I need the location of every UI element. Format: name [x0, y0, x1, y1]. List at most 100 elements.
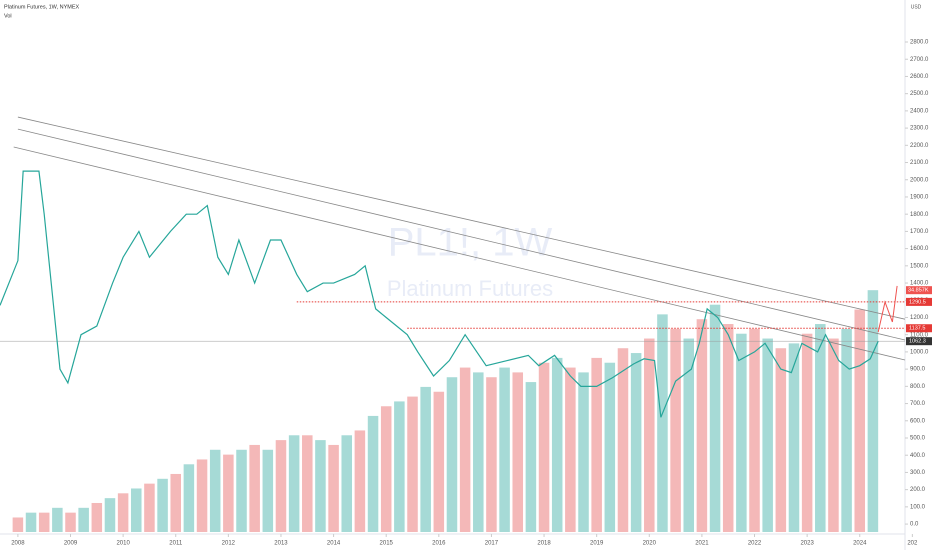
y-tick-label: 900.0 [910, 367, 926, 373]
x-tick-label: 2023 [800, 541, 814, 547]
volume-bar [65, 512, 76, 532]
trend-line [17, 128, 906, 341]
volume-bar [841, 328, 852, 532]
level-label: 1137.5 [909, 326, 925, 332]
volume-bar [815, 324, 826, 532]
y-tick-label: 1700.0 [910, 229, 929, 235]
volume-bar [696, 319, 708, 532]
x-tick-label: 2011 [169, 541, 183, 547]
volume-bar [341, 435, 353, 532]
volume-bar [117, 493, 129, 532]
volume-bar [183, 464, 195, 532]
volume-bar [262, 449, 274, 532]
y-tick-label: 2600.0 [910, 74, 929, 80]
x-tick-label: 2013 [274, 541, 288, 547]
y-tick-label: 600.0 [910, 418, 926, 424]
volume-bar [551, 357, 563, 532]
level-label: 1290.5 [909, 299, 926, 305]
volume-bar [565, 367, 576, 532]
volume-bar [828, 338, 839, 532]
volume-bar [209, 449, 221, 532]
volume-bar [538, 362, 550, 532]
y-tick-label: 2200.0 [910, 143, 929, 149]
volume-bar [525, 382, 537, 532]
y-tick-label: 1400.0 [910, 281, 929, 287]
last-price-badge [906, 337, 932, 346]
volume-bar [302, 435, 313, 532]
y-tick-label: 0.0 [910, 522, 919, 528]
volume-bar [644, 338, 655, 532]
volume-bar [867, 290, 879, 532]
volume-last-label: 34.857K [908, 288, 929, 294]
y-tick-label: 100.0 [910, 504, 926, 510]
volume-bar [91, 502, 103, 532]
y-tick-label: 2400.0 [910, 108, 929, 114]
volume-label: Vol [4, 13, 12, 19]
trend-line [13, 146, 906, 361]
volume-bar [578, 372, 589, 532]
currency: USD [911, 4, 922, 10]
y-tick-label: 1200.0 [910, 315, 929, 321]
x-tick-label: 2019 [590, 541, 604, 547]
y-tick-label: 2000.0 [910, 177, 929, 183]
volume-bar [762, 338, 773, 532]
volume-bar [144, 483, 155, 532]
level-badge [906, 297, 932, 306]
x-tick-label: 2024 [853, 541, 867, 547]
watermark-subtitle: Platinum Futures [387, 276, 553, 301]
volume-bar [604, 362, 616, 532]
y-tick-label: 2300.0 [910, 126, 929, 132]
y-tick-label: 1500.0 [910, 263, 929, 269]
chart-title: Platinum Futures, 1W, NYMEX [4, 4, 80, 10]
volume-bar [288, 435, 300, 532]
volume-bar [367, 415, 379, 532]
volume-bar [131, 488, 142, 532]
volume-bar [78, 507, 89, 532]
volume-bar [157, 478, 168, 532]
y-tick-label: 2100.0 [910, 160, 929, 166]
y-tick-label: 800.0 [910, 384, 926, 390]
volume-bar [433, 391, 445, 532]
y-tick-label: 700.0 [910, 401, 926, 407]
x-tick-label: 202 [907, 541, 918, 547]
y-tick-label: 200.0 [910, 487, 926, 493]
level-badge [906, 324, 932, 333]
volume-bar [104, 498, 116, 532]
x-tick-label: 2022 [748, 541, 762, 547]
volume-bar [223, 454, 234, 532]
volume-bar [788, 343, 800, 532]
volume-bar [657, 314, 668, 532]
volume-bar [328, 444, 339, 532]
x-tick-label: 2012 [222, 541, 236, 547]
volume-bar [801, 333, 813, 532]
volume-bar [236, 449, 247, 532]
y-tick-label: 2800.0 [910, 40, 929, 46]
x-tick-label: 2017 [485, 541, 499, 547]
volume-bar [709, 304, 721, 532]
x-tick-label: 2021 [695, 541, 709, 547]
volume-bar [683, 338, 695, 532]
volume-bar [854, 309, 866, 532]
volume-bar [722, 324, 734, 532]
volume-bar [249, 444, 260, 532]
volume-bar [512, 372, 524, 532]
volume-bar [170, 473, 181, 532]
y-tick-label: 1000.0 [910, 349, 929, 355]
y-tick-label: 1900.0 [910, 195, 929, 201]
trend-line [17, 116, 906, 320]
x-tick-label: 2015 [380, 541, 394, 547]
x-tick-label: 2020 [643, 541, 657, 547]
volume-bar [196, 459, 208, 532]
volume-bar [630, 353, 642, 532]
volume-bar [275, 440, 287, 532]
volume-bar [38, 512, 50, 532]
y-tick-label: 500.0 [910, 436, 926, 442]
volume-bar [473, 372, 484, 532]
projection [877, 285, 898, 333]
last-price-label: 1062.3 [909, 339, 926, 345]
x-tick-label: 2018 [537, 541, 551, 547]
y-tick-label: 1100.0 [910, 332, 929, 338]
y-tick-label: 300.0 [910, 470, 926, 476]
y-tick-label: 2500.0 [910, 91, 929, 97]
